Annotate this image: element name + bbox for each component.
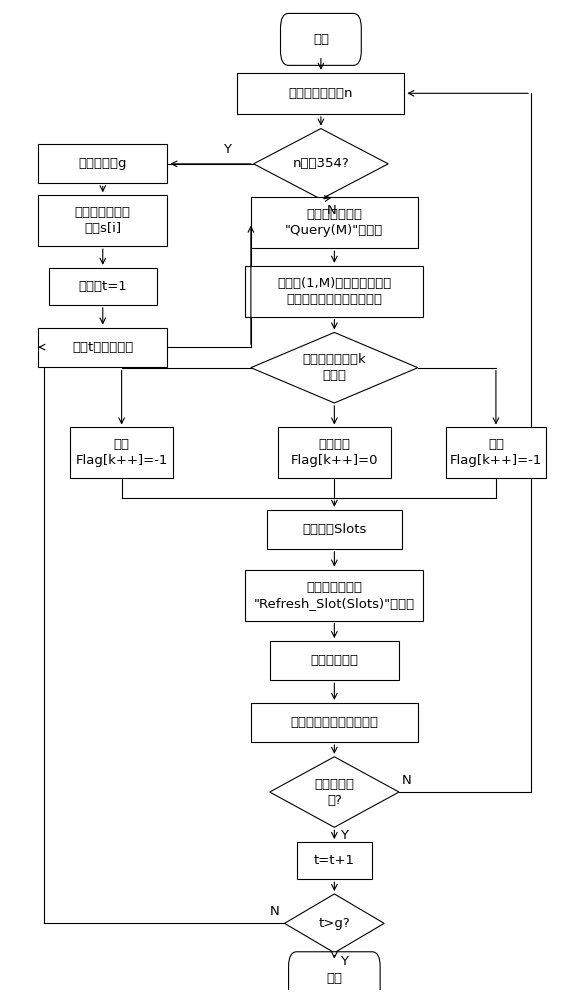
FancyBboxPatch shape [280,13,361,65]
Text: 碰撞
Flag[k++]=-1: 碰撞 Flag[k++]=-1 [75,438,168,467]
Text: 阅读器法送命令
"Query(M)"给标签: 阅读器法送命令 "Query(M)"给标签 [285,208,384,237]
Text: Y: Y [340,955,348,968]
Polygon shape [251,332,418,403]
Polygon shape [254,129,388,199]
Text: 成功识别
Flag[k++]=0: 成功识别 Flag[k++]=0 [291,438,378,467]
Text: 标签识别完
成?: 标签识别完 成? [314,778,355,807]
FancyBboxPatch shape [38,195,167,246]
FancyBboxPatch shape [237,73,404,114]
Text: Y: Y [340,829,348,842]
Text: 形成数组Slots: 形成数组Slots [302,523,366,536]
FancyBboxPatch shape [38,328,167,367]
Text: 阅读器发送命令
"Refresh_Slot(Slots)"给标签: 阅读器发送命令 "Refresh_Slot(Slots)"给标签 [254,581,415,610]
FancyBboxPatch shape [71,427,173,478]
Text: 标签选择分组，
统计s[i]: 标签选择分组， 统计s[i] [75,206,131,235]
FancyBboxPatch shape [38,144,167,183]
Text: 开始: 开始 [313,33,329,46]
FancyBboxPatch shape [246,266,423,317]
Text: t=t+1: t=t+1 [314,854,355,867]
Text: N: N [269,905,279,918]
Text: n大于354?: n大于354? [292,157,350,170]
Text: 标签才(1,M)中随机选择一个
时隙，并且返回预约时隙数: 标签才(1,M)中随机选择一个 时隙，并且返回预约时隙数 [277,277,392,306]
Text: 对第t组进行识别: 对第t组进行识别 [72,341,134,354]
FancyBboxPatch shape [251,197,418,248]
FancyBboxPatch shape [267,510,402,549]
FancyBboxPatch shape [251,703,418,742]
Text: 估计标签的数目n: 估计标签的数目n [289,87,353,100]
FancyBboxPatch shape [297,842,372,879]
Text: N: N [327,204,336,217]
Polygon shape [284,894,384,953]
Text: 阅读器判断时隙k
的情况: 阅读器判断时隙k 的情况 [302,353,366,382]
FancyBboxPatch shape [246,570,423,621]
Text: 标签根据新时隙返回数据: 标签根据新时隙返回数据 [291,716,378,729]
Text: t>g?: t>g? [319,917,350,930]
Text: N: N [402,774,411,787]
FancyBboxPatch shape [49,268,157,305]
Text: 计算分组数g: 计算分组数g [79,157,127,170]
Text: 标签调整时隙: 标签调整时隙 [310,654,358,667]
FancyBboxPatch shape [278,427,391,478]
FancyBboxPatch shape [270,641,399,680]
Polygon shape [270,757,399,827]
Text: Y: Y [223,143,231,156]
FancyBboxPatch shape [288,952,380,1000]
Text: 初始化t=1: 初始化t=1 [79,280,127,293]
Text: 结束: 结束 [327,972,342,985]
Text: 空闲
Flag[k++]=-1: 空闲 Flag[k++]=-1 [450,438,542,467]
FancyBboxPatch shape [446,427,546,478]
